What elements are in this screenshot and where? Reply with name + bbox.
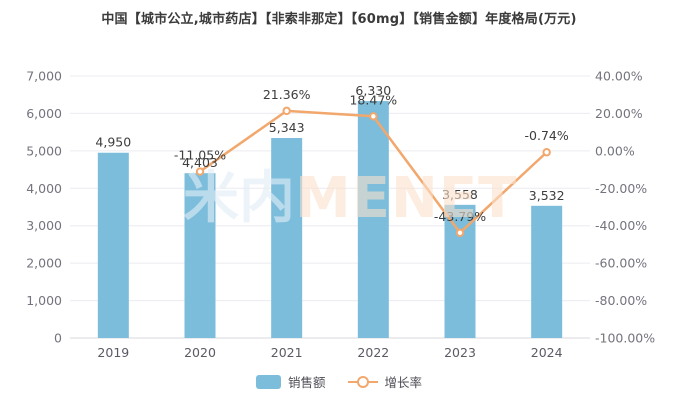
- x-axis-label-2023: 2023: [444, 345, 476, 360]
- y-axis-left-tick-label: 3,000: [26, 218, 62, 233]
- x-axis-label-2021: 2021: [271, 345, 303, 360]
- y-axis-right-tick-label: 0.00%: [595, 143, 635, 158]
- bar-value-label-2023: 3,558: [442, 187, 478, 202]
- x-axis-label-2020: 2020: [184, 345, 216, 360]
- growth-point-2023[interactable]: [455, 228, 465, 238]
- growth-value-label-2022: 18.47%: [349, 92, 397, 107]
- bar-value-label-2021: 5,343: [269, 120, 305, 135]
- y-axis-left-tick-label: 7,000: [26, 69, 62, 84]
- growth-point-2022[interactable]: [369, 112, 378, 121]
- chart-title: 中国【城市公立,城市药店】【非索非那定】【60mg】【销售金额】年度格局(万元): [101, 12, 577, 27]
- growth-point-2024[interactable]: [542, 148, 551, 157]
- y-axis-left-tick-label: 1,000: [26, 293, 62, 308]
- y-axis-left-tick-label: 0: [54, 331, 62, 346]
- growth-point-2021[interactable]: [282, 106, 291, 116]
- y-axis-right-tick-label: -40.00%: [595, 218, 647, 233]
- growth-value-label-2020: -11.05%: [174, 148, 226, 163]
- x-axis-label-2022: 2022: [357, 345, 389, 360]
- bar-value-label-2020: 4,403: [182, 155, 218, 170]
- bar-2020[interactable]: [184, 173, 216, 338]
- y-axis-left-tick-label: 2,000: [26, 256, 62, 271]
- legend-label-growth: 增长率: [384, 375, 423, 390]
- bar-2019[interactable]: [97, 152, 129, 338]
- y-axis-right-tick-label: -100.00%: [595, 331, 655, 346]
- legend-item-sales[interactable]: 销售额: [255, 372, 326, 391]
- line-swatch-ring-icon: [356, 375, 369, 388]
- y-axis-left-tick-label: 5,000: [26, 143, 62, 158]
- bar-2023[interactable]: [444, 204, 476, 338]
- y-axis-right-tick-label: 40.00%: [595, 69, 643, 84]
- bar-2021[interactable]: [271, 138, 303, 338]
- x-axis-label-2024: 2024: [531, 345, 563, 360]
- legend-label-sales: 销售额: [287, 375, 326, 390]
- growth-value-label-2021: 21.36%: [263, 87, 311, 102]
- y-axis-right-tick-label: -60.00%: [595, 256, 647, 271]
- legend: 销售额 增长率: [0, 372, 678, 391]
- y-axis-left-tick-label: 4,000: [26, 181, 62, 196]
- line-series-swatch-icon: [347, 375, 378, 389]
- growth-value-label-2023: -43.79%: [434, 209, 486, 224]
- growth-value-label-2024: -0.74%: [525, 128, 569, 143]
- bar-2022[interactable]: [357, 101, 389, 338]
- y-axis-right-tick-label: 20.00%: [595, 106, 643, 121]
- y-axis-right-tick-label: -80.00%: [595, 293, 647, 308]
- x-axis-label-2019: 2019: [97, 345, 129, 360]
- bar-value-label-2019: 4,950: [95, 135, 131, 150]
- legend-item-growth[interactable]: 增长率: [347, 372, 423, 391]
- y-axis-right-tick-label: -20.00%: [595, 181, 647, 196]
- bar-series-swatch-icon: [255, 374, 281, 389]
- bar-2024[interactable]: [531, 205, 563, 338]
- growth-point-2020[interactable]: [195, 167, 205, 176]
- bar-value-label-2022: 6,330: [355, 83, 391, 98]
- bar-value-label-2024: 3,532: [529, 188, 565, 203]
- y-axis-left-tick-label: 6,000: [26, 106, 62, 121]
